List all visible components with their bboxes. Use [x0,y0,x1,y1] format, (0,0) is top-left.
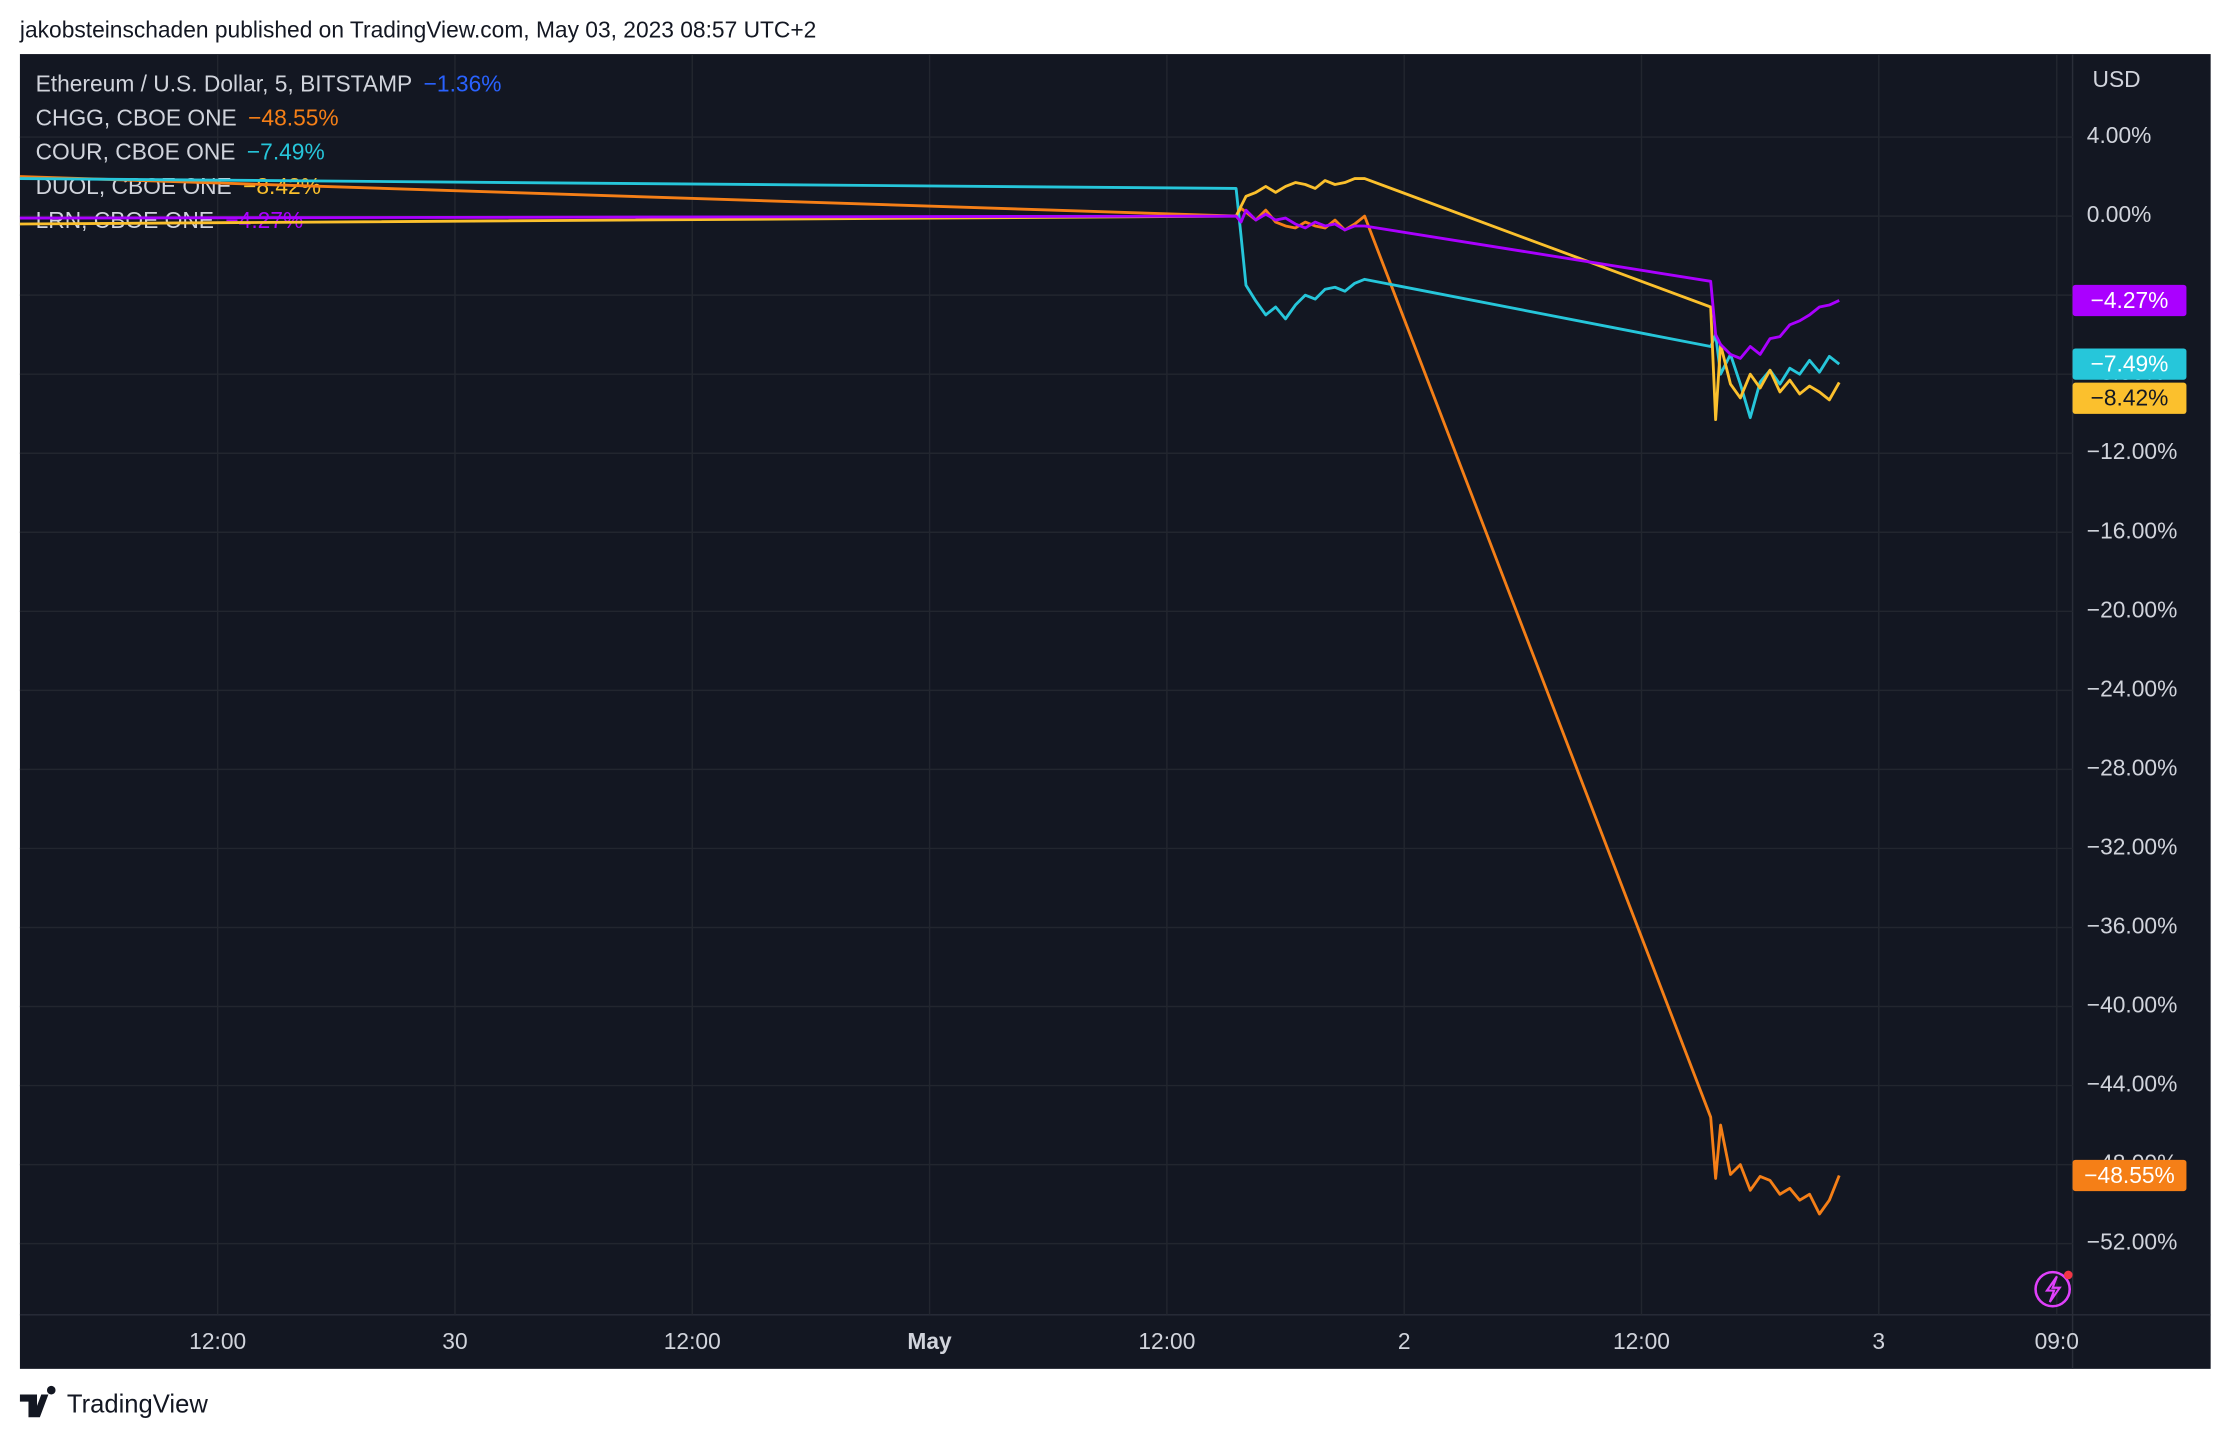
y-tick-label: −44.00% [2087,1071,2178,1097]
icon-bolt [2044,1275,2062,1303]
y-tick-label: −20.00% [2087,596,2178,622]
legend-name: LRN, CBOE ONE [36,207,214,233]
y-tick-label: −28.00% [2087,754,2178,780]
last-value-label: −4.27% [2091,287,2169,313]
legend-entry: Ethereum / U.S. Dollar, 5, BITSTAMP −1.36… [36,70,502,96]
x-tick-label: 12:00 [189,1328,246,1354]
x-tick-label: 2 [1398,1328,1411,1354]
y-tick-label: 0.00% [2087,201,2152,227]
icon-dot [2064,1270,2073,1280]
x-tick-label: 30 [442,1328,467,1354]
series-line [19,208,1840,360]
y-tick-label: −36.00% [2087,912,2178,938]
x-tick-label: 3 [1872,1328,1885,1354]
last-value-badge [2072,382,2187,414]
legend-name: CHGG, CBOE ONE [36,105,237,131]
legend-value: −7.49% [247,139,325,165]
y-tick-label: −16.00% [2087,517,2178,543]
x-tick-label: May [907,1328,952,1354]
last-value-badge [2072,348,2187,380]
legend-entry: LRN, CBOE ONE −4.27% [36,207,304,233]
series-line [19,175,1841,1216]
footer-brand: TradingView [67,1391,208,1419]
y-tick-label: −12.00% [2087,438,2178,464]
legend: Ethereum / U.S. Dollar, 5, BITSTAMP −1.36… [36,70,502,233]
last-value-label: −7.49% [2091,351,2169,377]
series-line [19,177,1841,422]
last-value-badge [2072,284,2187,317]
legend-value: −4.27% [225,207,303,233]
chart-background [19,54,2211,1369]
legend-name: Ethereum / U.S. Dollar, 5, BITSTAMP [36,70,413,96]
legend-entry: CHGG, CBOE ONE −48.55% [36,105,339,131]
lightning-icon[interactable] [2034,1270,2073,1308]
legend-value: −1.36% [424,70,502,96]
y-tick-label: 4.00% [2087,122,2152,148]
plot-lines [19,175,1841,1216]
x-tick-label: 09:0 [2035,1328,2079,1354]
x-tick-label: 12:00 [1138,1328,1195,1354]
icon-circle [2034,1270,2072,1308]
footer-logo: TradingView [19,1385,208,1419]
last-value-badge [2072,1159,2187,1192]
y-tick-label: −24.00% [2087,675,2178,701]
publish-note: jakobsteinschaden published on TradingVi… [19,16,816,42]
last-value-label: −48.55% [2084,1162,2175,1188]
y-tick-label: −32.00% [2087,833,2178,859]
currency-label: USD [2093,66,2141,92]
legend-name: COUR, CBOE ONE [36,139,236,165]
last-value-label: −8.42% [2091,385,2169,411]
logo-mark [19,1385,56,1418]
y-tick-label: −52.00% [2087,1229,2178,1255]
series-line [19,177,1841,420]
y-tick-label: −40.00% [2087,992,2178,1018]
legend-entry: COUR, CBOE ONE −7.49% [36,139,325,165]
x-tick-label: 12:00 [664,1328,721,1354]
grid [19,54,2073,1315]
legend-value: −48.55% [248,105,339,131]
axes: 4.00%0.00%−4.00%−8.00%−12.00%−16.00%−20.… [189,122,2187,1354]
x-tick-label: 12:00 [1613,1328,1670,1354]
